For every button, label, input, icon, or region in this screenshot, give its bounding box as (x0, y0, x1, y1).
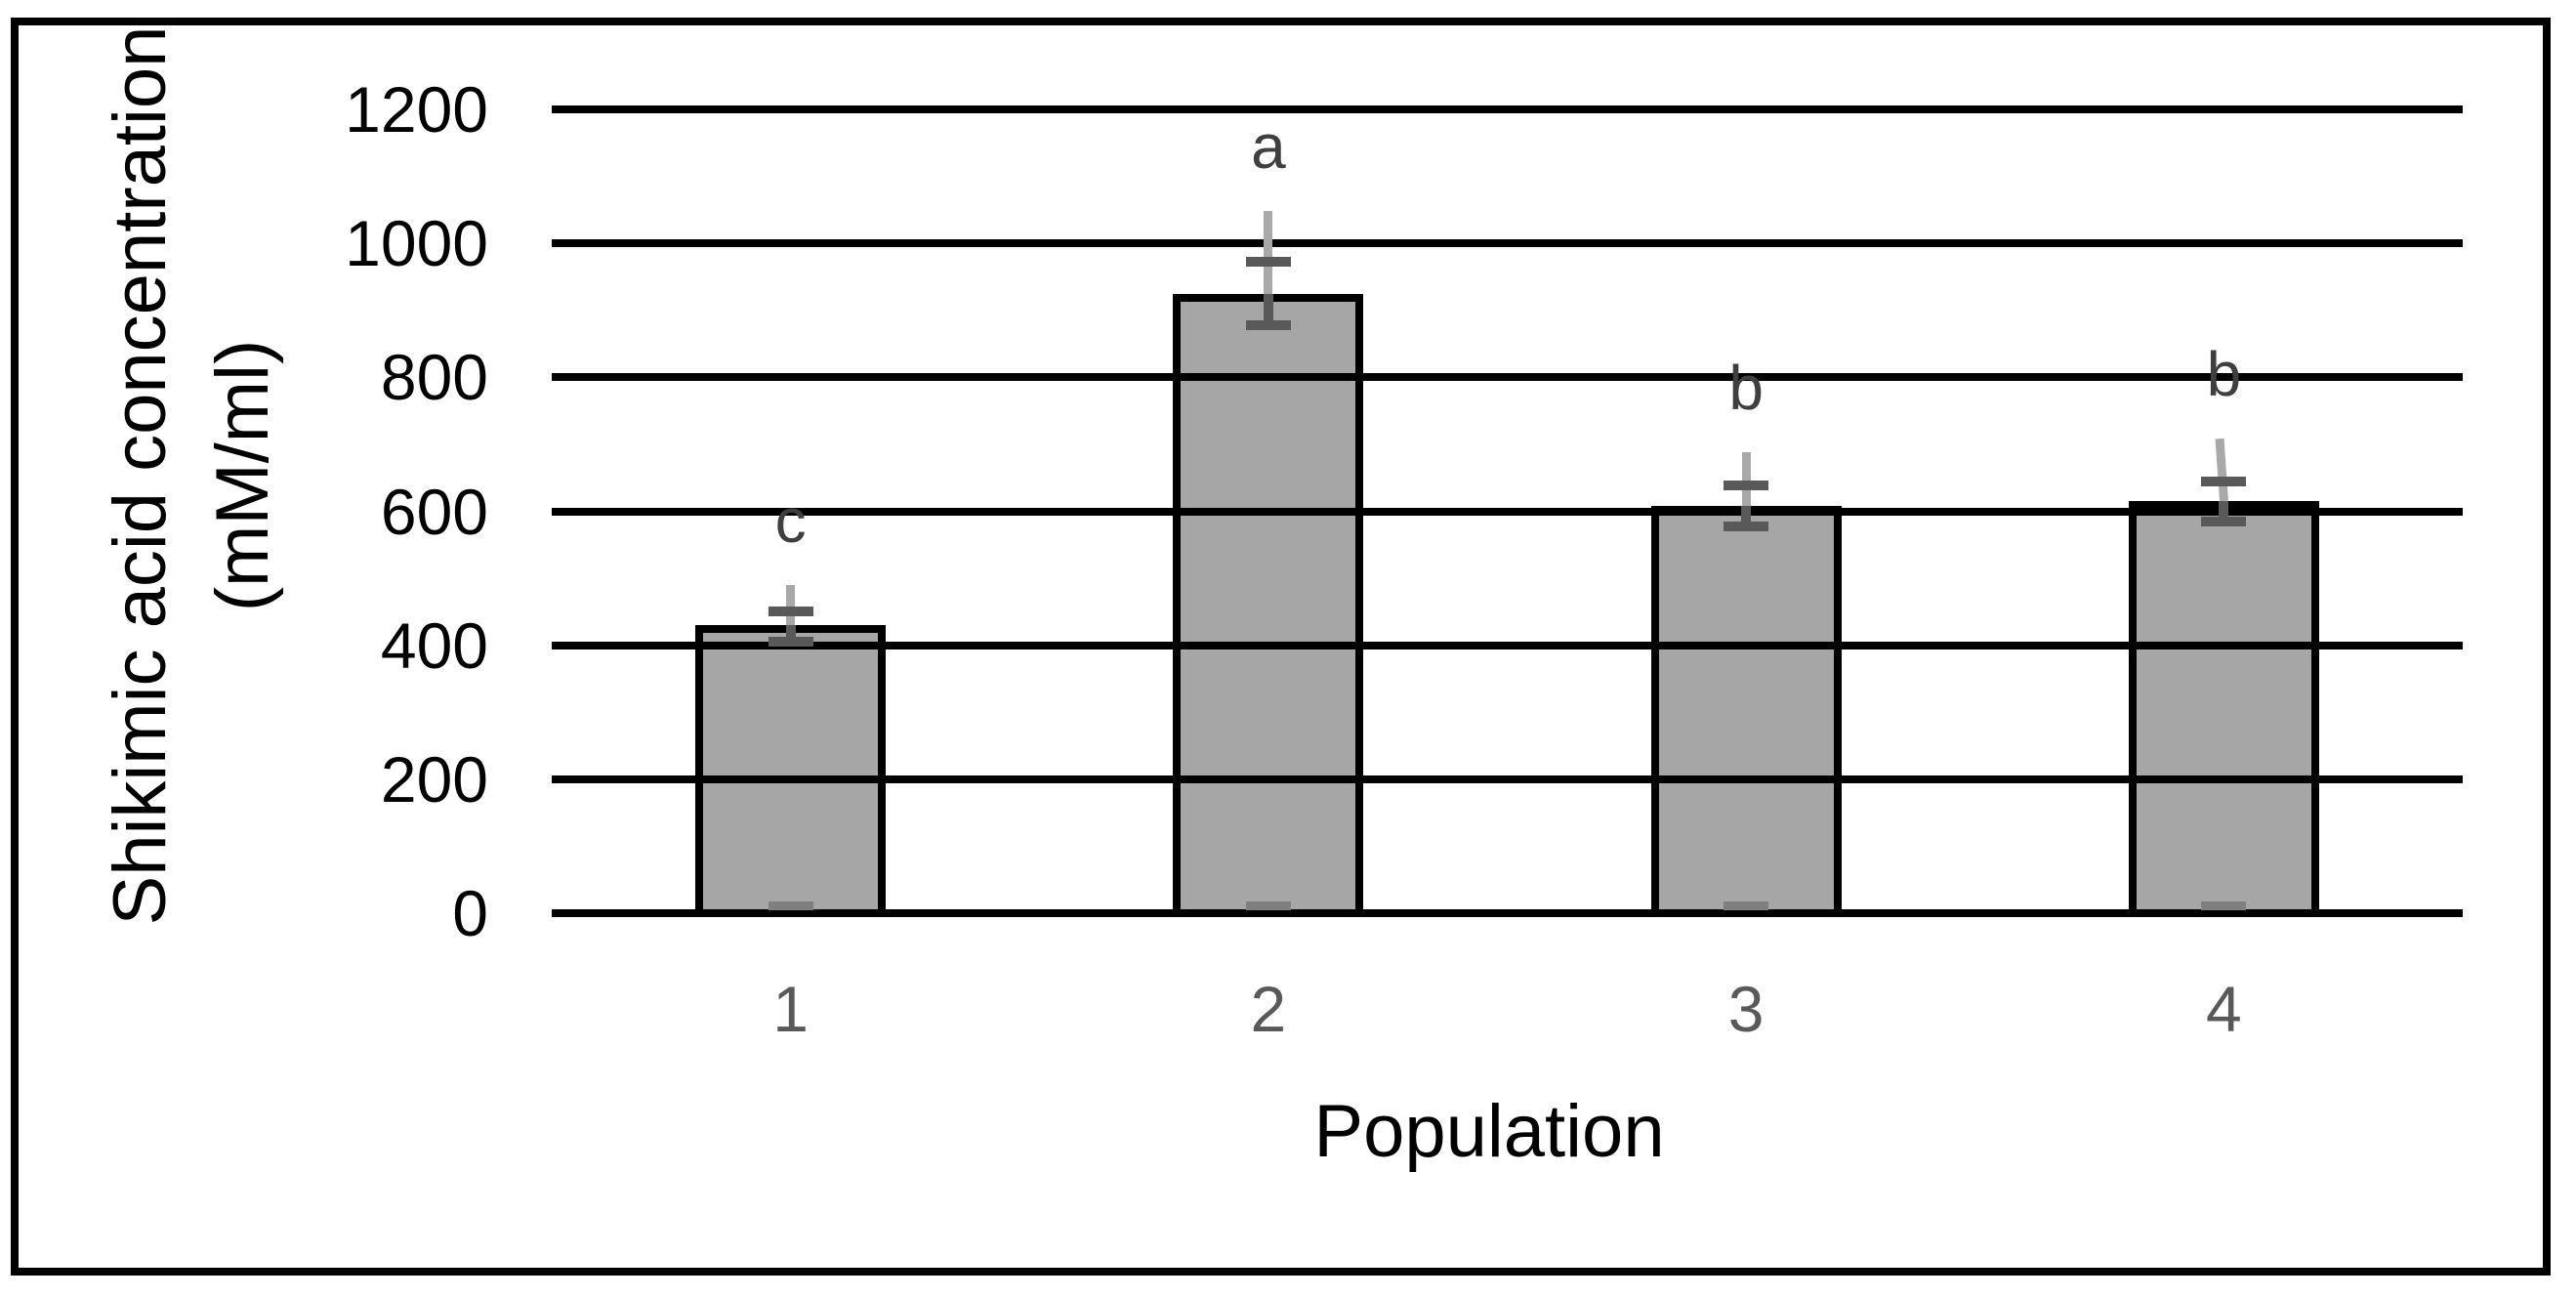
bar (695, 625, 887, 917)
gridline (552, 507, 2463, 516)
y-tick-label: 800 (380, 341, 488, 414)
error-bar-whisker-lower (1741, 506, 1752, 532)
error-bar-whisker (1741, 452, 1751, 506)
bar (1173, 293, 1364, 917)
bar (1650, 506, 1842, 917)
x-axis-line (552, 909, 2463, 917)
x-tick-label: 2 (1250, 973, 1287, 1045)
error-bar-lower-cap (1245, 319, 1291, 330)
y-tick-label: 400 (380, 608, 488, 682)
gridline (552, 373, 2463, 382)
gridline (552, 641, 2463, 649)
y-tick-label: 1200 (345, 73, 488, 146)
significance-letter: c (774, 484, 807, 556)
error-bar-lower-cap (768, 637, 813, 648)
y-tick-label: 0 (452, 877, 488, 949)
y-tick-label: 600 (380, 475, 488, 548)
gridline (552, 775, 2463, 783)
error-bar-lower-cap (2201, 516, 2247, 526)
gridline (552, 239, 2463, 248)
x-axis-title: Population (1313, 1090, 1665, 1173)
x-tick-label: 4 (2206, 973, 2242, 1045)
error-bar-upper-cap (2201, 476, 2247, 486)
bar (2128, 501, 2319, 917)
error-bar-upper-cap (1245, 257, 1291, 268)
error-bar-upper-cap (768, 607, 813, 617)
significance-letter: b (1728, 353, 1764, 424)
error-bar-whisker-lower (1263, 293, 1273, 330)
bar-base-dash (768, 901, 813, 910)
gridline (552, 105, 2463, 113)
error-bar-upper-cap (1724, 481, 1769, 491)
error-bar-lower-cap (1724, 522, 1769, 532)
significance-letter: b (2206, 339, 2242, 410)
bar-base-dash (1724, 901, 1769, 910)
bar-base-dash (1245, 901, 1291, 910)
error-bar-whisker-lower (2219, 501, 2229, 526)
error-bar-whisker (1264, 211, 1273, 294)
significance-letter: a (1251, 111, 1286, 183)
y-tick-label: 1000 (345, 207, 488, 280)
bar-base-dash (2201, 901, 2247, 910)
error-bar-whisker (786, 584, 796, 626)
x-tick-label: 1 (772, 973, 809, 1045)
error-bar-whisker-lower (785, 625, 796, 648)
y-tick-label: 200 (380, 742, 488, 816)
x-tick-label: 3 (1727, 973, 1765, 1045)
